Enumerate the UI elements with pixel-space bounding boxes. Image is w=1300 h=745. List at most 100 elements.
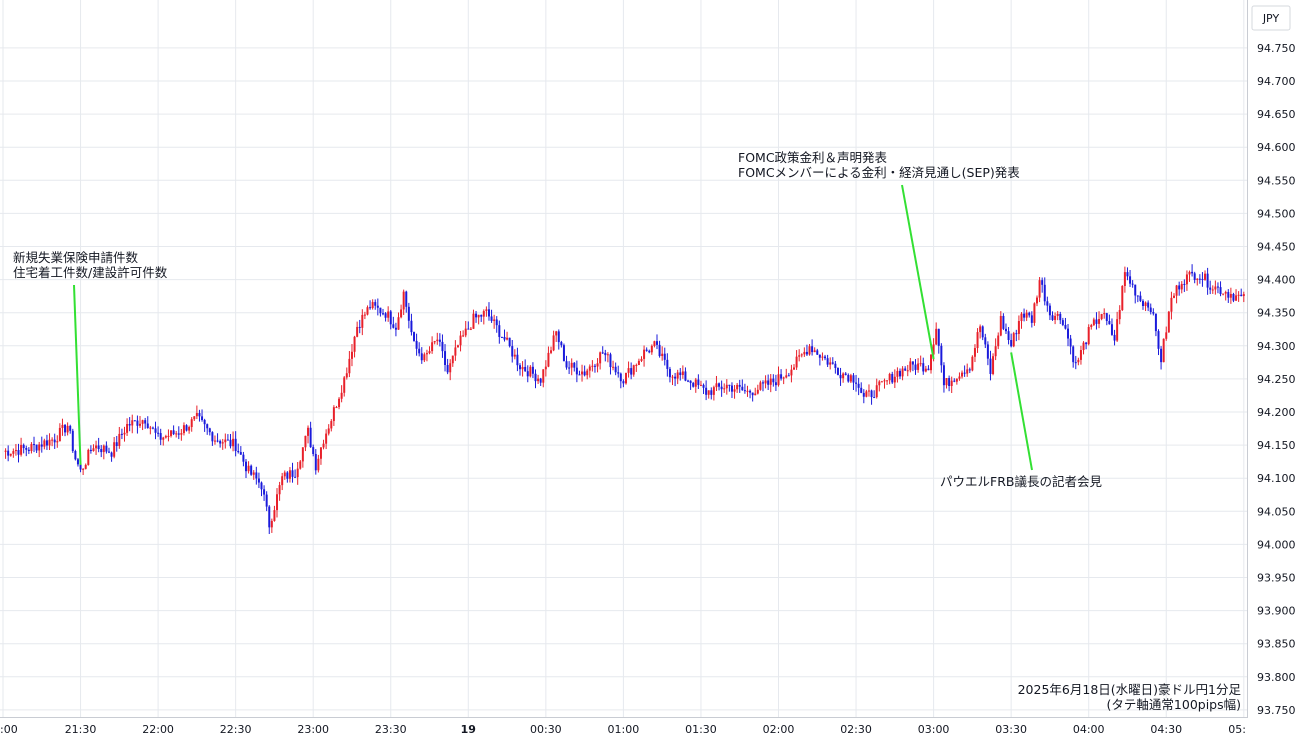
candle [1178, 281, 1181, 296]
candle [547, 346, 550, 368]
candle [583, 365, 586, 377]
candle [493, 314, 496, 329]
candle [1232, 292, 1235, 303]
candle [847, 373, 850, 383]
candle [834, 360, 837, 374]
candle [82, 468, 85, 475]
candle [113, 437, 116, 459]
candle [586, 368, 589, 380]
time-tick-label: 01:00 [608, 723, 640, 736]
candle [798, 349, 801, 362]
candle [22, 443, 25, 454]
candle [555, 330, 558, 342]
candle [38, 441, 41, 458]
candle [1079, 345, 1082, 365]
candle [751, 392, 754, 402]
candle [1201, 272, 1204, 287]
candle [136, 415, 139, 434]
candle [1175, 284, 1178, 304]
candle [102, 444, 105, 460]
annotation-pointer [73, 284, 82, 465]
candle [270, 518, 273, 533]
candle [922, 357, 925, 375]
candle [948, 375, 951, 392]
candle [648, 349, 651, 354]
candle [45, 434, 48, 450]
candle [1229, 287, 1232, 304]
candle [1118, 305, 1121, 325]
candle [630, 362, 633, 380]
candle [12, 448, 15, 458]
candle [180, 429, 183, 441]
candle [208, 427, 211, 436]
candle [668, 366, 671, 383]
candle [883, 378, 886, 389]
candle [317, 454, 320, 473]
candle [350, 344, 353, 367]
candle [689, 380, 692, 390]
candle [345, 367, 348, 380]
candle [614, 362, 617, 376]
candle [544, 360, 547, 377]
candle [206, 423, 209, 435]
candle [1185, 270, 1188, 291]
candle [431, 336, 434, 354]
candle [1214, 280, 1217, 295]
candle [95, 440, 98, 455]
candle [1147, 300, 1150, 312]
candle [1028, 311, 1031, 318]
candle [640, 356, 643, 363]
candle [911, 361, 914, 372]
candle [612, 360, 615, 371]
candle [120, 428, 123, 439]
price-tick-label: 94.350 [1257, 307, 1296, 320]
candle [973, 344, 976, 363]
candle [1157, 329, 1160, 356]
candle [891, 371, 894, 384]
candle [64, 424, 67, 437]
candle [513, 349, 516, 360]
candle [164, 434, 167, 439]
candle [361, 309, 364, 336]
time-tick-label: 03:30 [995, 723, 1027, 736]
candle [756, 384, 759, 395]
candle [1170, 291, 1173, 320]
candle [723, 383, 726, 393]
candle [738, 379, 741, 393]
candle [56, 435, 59, 448]
candle [578, 370, 581, 376]
candle [1180, 281, 1183, 294]
candles [4, 264, 1245, 535]
candle [1154, 313, 1157, 337]
candle [410, 313, 413, 336]
candle [873, 390, 876, 399]
candle [348, 351, 351, 378]
candle [226, 434, 229, 441]
candle [281, 472, 284, 491]
candle [562, 343, 565, 362]
candle [294, 469, 297, 478]
candle [428, 346, 431, 355]
candle [901, 366, 904, 381]
candle [110, 451, 113, 462]
candle [705, 380, 708, 401]
candle [1149, 303, 1152, 315]
candle [175, 430, 178, 438]
candle [286, 471, 289, 483]
candle [906, 364, 909, 377]
candle [449, 359, 452, 381]
candle [733, 384, 736, 399]
candle [1191, 264, 1194, 277]
candle [560, 340, 563, 348]
candle [718, 382, 721, 391]
candle [777, 366, 780, 387]
candle [1100, 313, 1103, 321]
candle [118, 426, 121, 449]
price-tick-label: 94.650 [1257, 108, 1296, 121]
candle [1206, 267, 1209, 295]
candle [821, 352, 824, 361]
candle [785, 368, 788, 379]
candle [524, 359, 527, 372]
candle [239, 446, 242, 455]
candle [105, 441, 108, 454]
